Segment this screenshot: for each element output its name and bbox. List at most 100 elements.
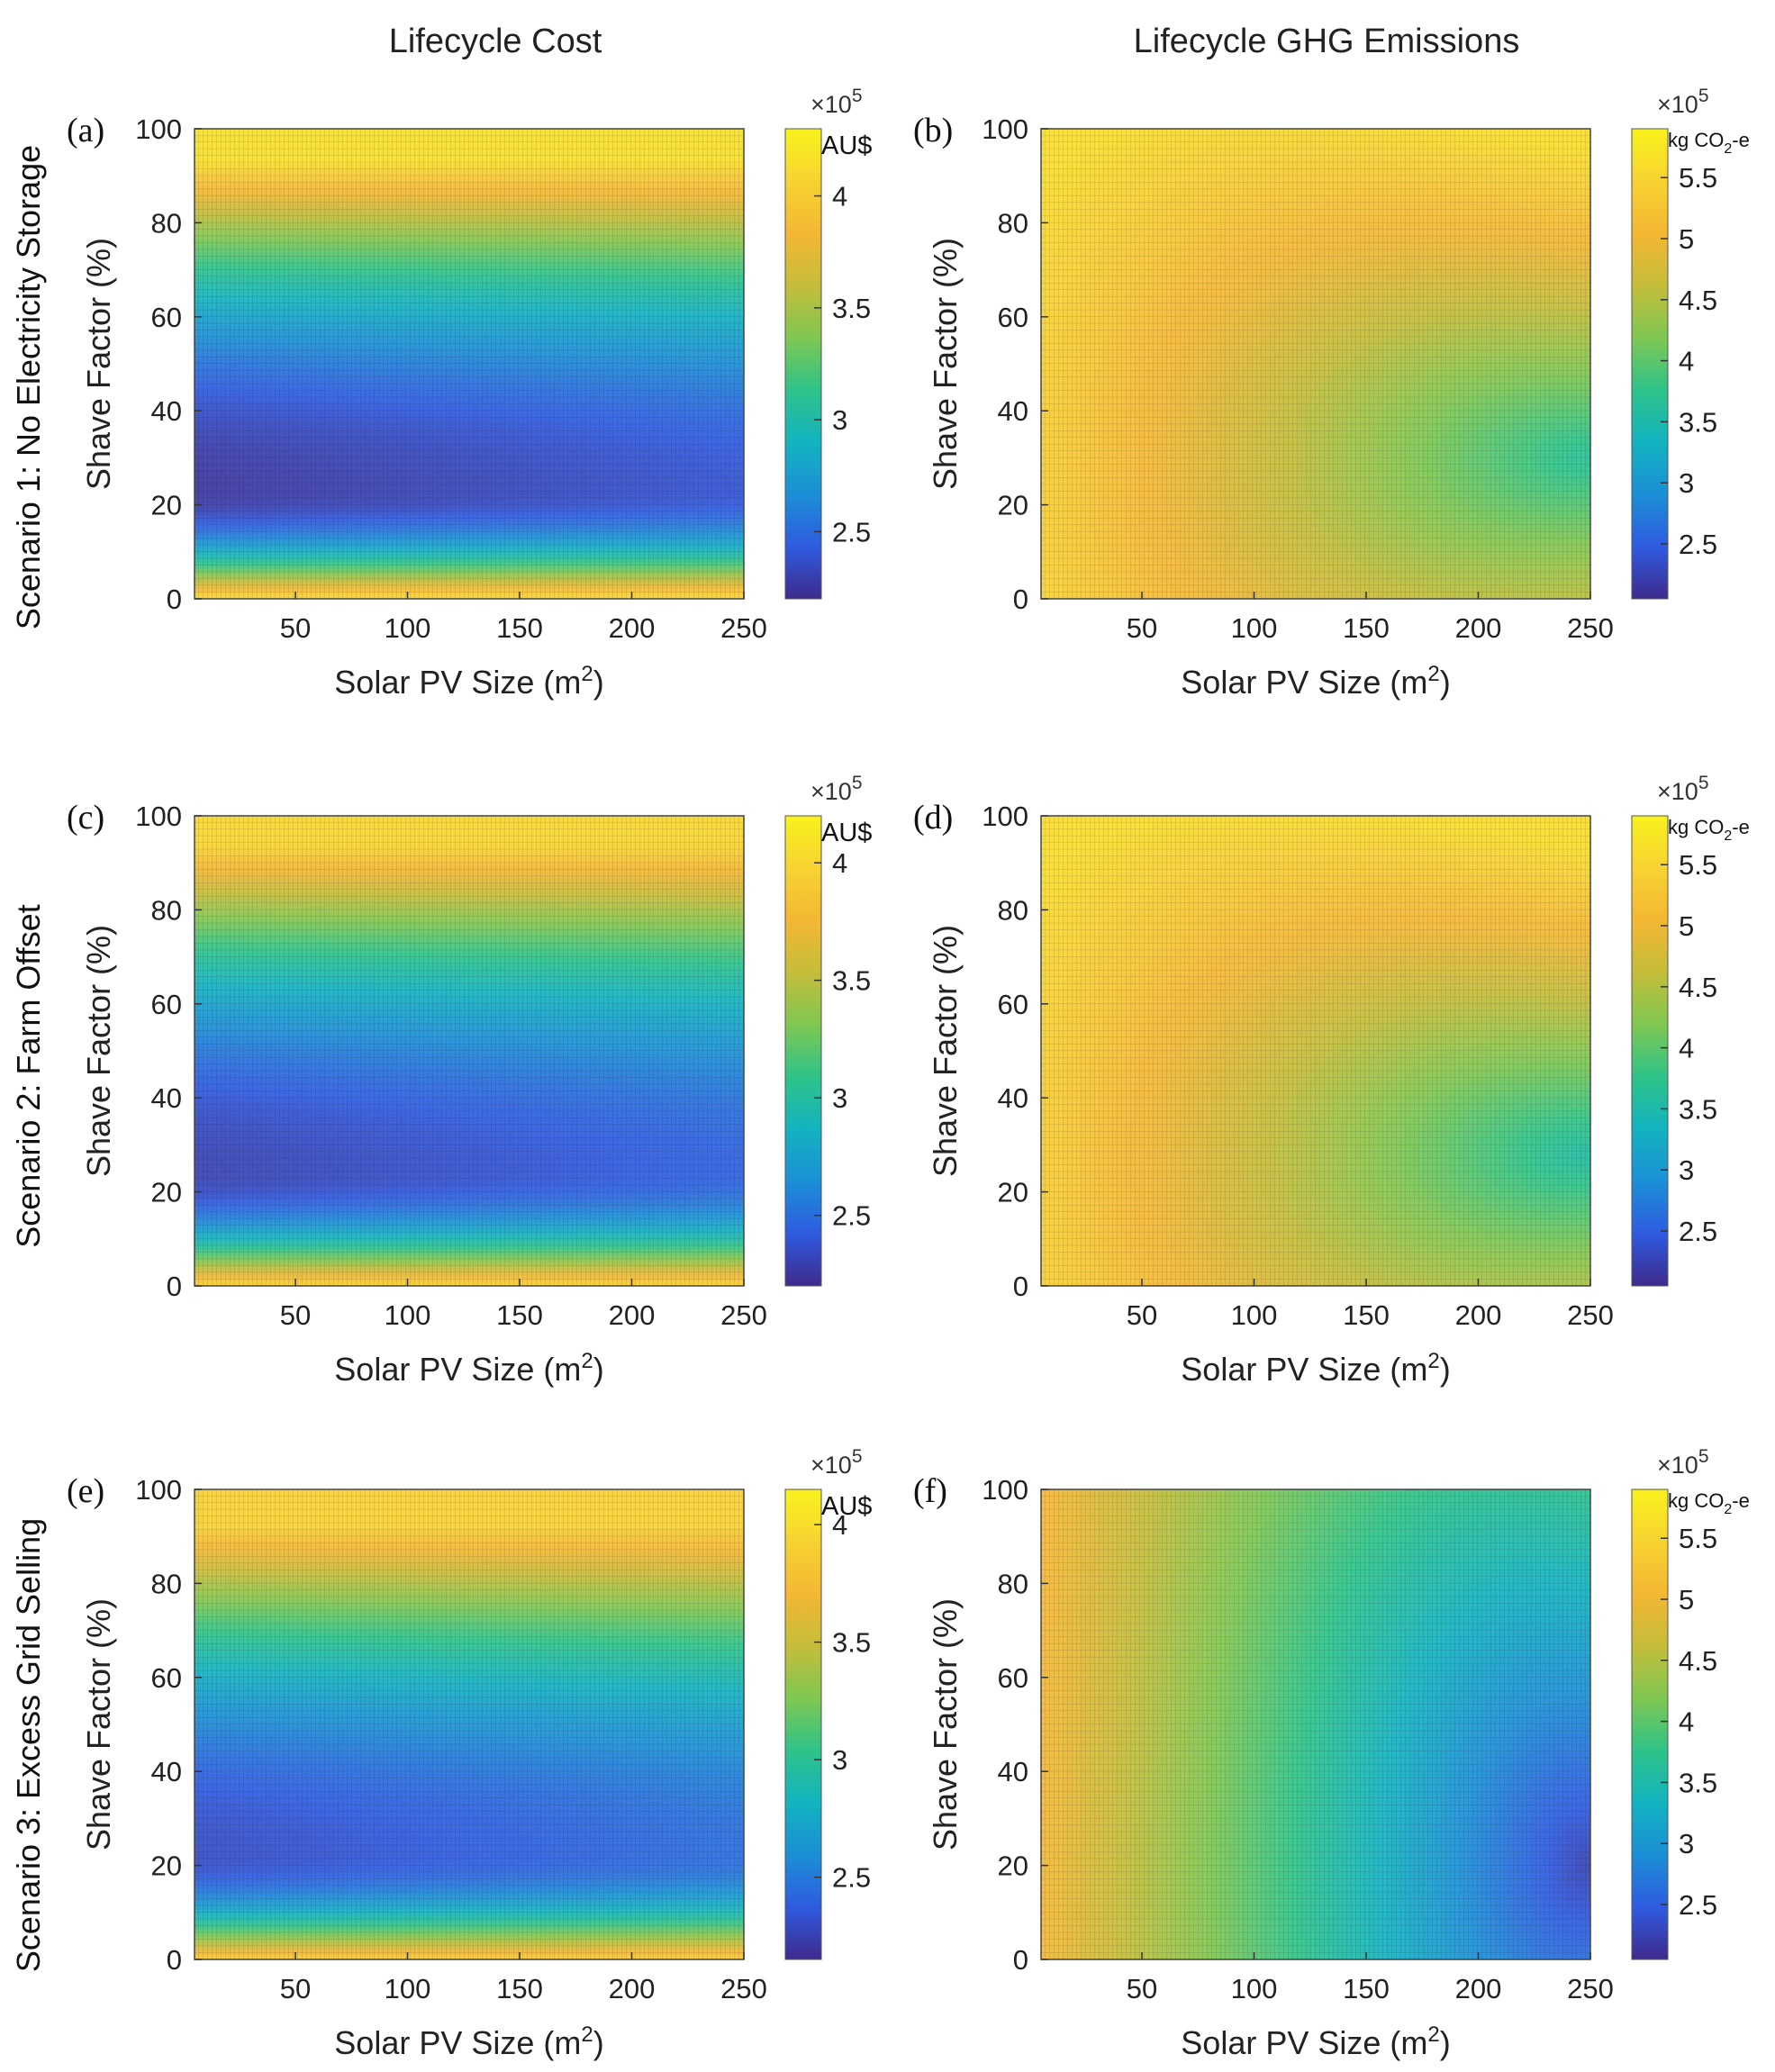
axes-box: [194, 815, 745, 1287]
x-tick-label: 200: [609, 1299, 656, 1331]
x-tick-label: 200: [1455, 1299, 1502, 1331]
colorbar-tick-label: 3.5: [1679, 406, 1717, 438]
y-axis-label: Shave Factor (%): [80, 1598, 117, 1850]
panel-label: (b): [913, 112, 953, 149]
y-axis-label: Shave Factor (%): [927, 1598, 964, 1850]
colorbar-multiplier: ×105: [1657, 1446, 1709, 1479]
colorbar: [1631, 1488, 1669, 1960]
colorbar: [784, 1488, 822, 1960]
axes-box: [1040, 1488, 1591, 1960]
y-tick-label: 80: [998, 1568, 1028, 1599]
y-tick-label: 40: [998, 1082, 1028, 1114]
colorbar-unit: AU$: [821, 131, 872, 160]
colorbar-tick-label: 4.5: [1679, 285, 1717, 316]
colorbar: [1631, 128, 1669, 600]
x-tick-label: 50: [280, 612, 311, 644]
x-tick-label: 200: [609, 612, 656, 644]
y-axis-label: Shave Factor (%): [927, 238, 964, 490]
colorbar-tick-label: 5.5: [1679, 162, 1717, 194]
y-tick-label: 60: [151, 989, 182, 1020]
panel-f: 50 100 150 200 250 0 20 40 60 80 100 Solar PV Size …: [913, 1446, 1750, 2061]
y-tick-label: 40: [998, 395, 1028, 427]
y-tick-label: 0: [1013, 1944, 1028, 1976]
y-tick-label: 20: [998, 1177, 1028, 1208]
colorbar-tick-label: 2.5: [832, 1200, 871, 1232]
x-tick-label: 100: [385, 1299, 431, 1331]
column-title-emissions: Lifecycle GHG Emissions: [1134, 23, 1520, 60]
panel-d: 50 100 150 200 250 0 20 40 60 80 100 Solar PV Size …: [913, 773, 1750, 1388]
x-tick-label: 200: [1455, 1973, 1502, 2004]
y-axis-label: Shave Factor (%): [927, 925, 964, 1177]
axes-box: [1040, 128, 1591, 600]
y-tick-label: 60: [998, 1662, 1028, 1694]
x-tick-label: 250: [1567, 1973, 1614, 2004]
mesh-grid: [195, 129, 744, 599]
x-tick-label: 100: [1231, 1299, 1278, 1331]
colorbar-tick-label: 3.5: [1679, 1767, 1717, 1798]
panel-b: 50 100 150 200 250 0 20 40 60 80 100 Solar PV Size …: [913, 86, 1750, 701]
colorbar-unit: AU$: [821, 1492, 872, 1521]
x-tick-label: 50: [280, 1299, 311, 1331]
axes-box: [194, 128, 745, 600]
colorbar-tick-label: 4: [832, 847, 847, 879]
y-tick-label: 20: [151, 1850, 182, 1882]
x-tick-label: 250: [1567, 612, 1614, 644]
mesh-grid: [195, 1489, 744, 1959]
panel-a: 50 100 150 200 250 0 20 40 60 80 100 Solar PV Size …: [67, 86, 872, 701]
colorbar-tick-label: 2.5: [1679, 1216, 1717, 1247]
colorbar-tick-label: 2.5: [832, 1862, 871, 1894]
colorbar-tick-label: 2.5: [832, 516, 871, 547]
colorbar-multiplier: ×105: [811, 773, 863, 805]
x-axis-label: Solar PV Size (m2): [334, 2022, 603, 2061]
colorbar-tick-label: 4: [1679, 1706, 1694, 1738]
colorbar-unit: kg CO2-e: [1668, 816, 1750, 844]
colorbar-multiplier: ×105: [811, 86, 863, 118]
colorbar-tick-label: 3: [1679, 1828, 1694, 1859]
axes-box: [194, 1488, 745, 1960]
colorbar-tick-label: 3.5: [832, 965, 871, 997]
colorbar-tick-label: 5: [1679, 1584, 1694, 1615]
y-tick-label: 60: [998, 302, 1028, 333]
y-tick-label: 100: [982, 1474, 1028, 1506]
y-tick-label: 0: [167, 1944, 182, 1976]
colorbar-unit: AU$: [821, 819, 872, 847]
colorbar-tick-label: 3.5: [832, 1627, 871, 1659]
colorbar: [784, 128, 822, 600]
row-title-scenario-1: Scenario 1: No Electricity Storage: [10, 145, 47, 629]
colorbar-tick-label: 4: [832, 181, 847, 213]
y-axis-label: Shave Factor (%): [80, 238, 117, 490]
panel-label: (e): [67, 1472, 104, 1510]
y-tick-label: 40: [151, 395, 182, 427]
y-axis-label: Shave Factor (%): [80, 925, 117, 1177]
y-tick-label: 100: [135, 801, 182, 832]
mesh-grid: [1041, 129, 1590, 599]
y-tick-label: 20: [151, 490, 182, 521]
panel-label: (c): [67, 799, 104, 837]
panel-label: (d): [913, 799, 953, 837]
x-tick-label: 200: [609, 1973, 656, 2004]
y-tick-label: 60: [151, 302, 182, 333]
x-tick-label: 250: [720, 612, 767, 644]
y-tick-label: 60: [151, 1662, 182, 1694]
x-tick-label: 250: [1567, 1299, 1614, 1331]
colorbar-tick-label: 5.5: [1679, 1523, 1717, 1554]
colorbar-tick-label: 5: [1679, 223, 1694, 255]
colorbar-multiplier: ×105: [811, 1446, 863, 1479]
x-axis-label: Solar PV Size (m2): [334, 1349, 603, 1388]
colorbar-tick-label: 2.5: [1679, 529, 1717, 560]
colorbar-tick-label: 5: [1679, 910, 1694, 942]
colorbar-unit: kg CO2-e: [1668, 129, 1750, 157]
colorbar-tick-label: 4.5: [1679, 972, 1717, 1003]
row-title-scenario-2: Scenario 2: Farm Offset: [10, 904, 47, 1247]
y-tick-label: 80: [151, 894, 182, 926]
y-tick-label: 40: [151, 1756, 182, 1787]
mesh-grid: [195, 816, 744, 1286]
y-tick-label: 40: [151, 1082, 182, 1114]
y-tick-label: 20: [998, 1850, 1028, 1882]
x-tick-label: 150: [496, 612, 543, 644]
y-tick-label: 80: [998, 207, 1028, 239]
x-axis-label: Solar PV Size (m2): [1181, 662, 1450, 701]
axes-box: [1040, 815, 1591, 1287]
x-tick-label: 50: [1127, 1973, 1157, 2004]
